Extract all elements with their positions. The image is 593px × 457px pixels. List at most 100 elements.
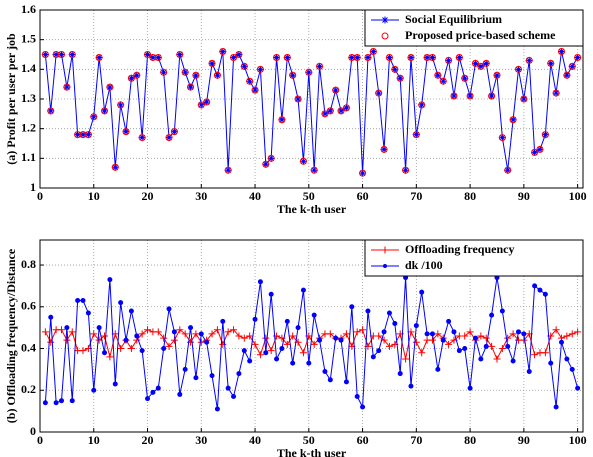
- x-axis-label: The k-th user: [277, 446, 347, 457]
- y-tick-label: 1.1: [21, 150, 36, 164]
- data-marker: [181, 68, 189, 76]
- data-marker: [68, 51, 76, 58]
- data-marker: [79, 131, 87, 139]
- series-line: [44, 277, 579, 410]
- data-marker: [117, 345, 125, 353]
- data-marker: [75, 298, 81, 304]
- data-marker: [563, 332, 571, 340]
- data-marker: [520, 95, 528, 103]
- data-marker: [349, 304, 355, 310]
- data-marker: [127, 74, 135, 82]
- data-marker: [192, 330, 200, 338]
- data-marker: [295, 325, 301, 331]
- data-marker: [305, 68, 313, 76]
- data-marker: [230, 53, 238, 61]
- data-marker: [278, 116, 286, 124]
- data-marker: [412, 131, 420, 139]
- data-marker: [537, 287, 543, 293]
- x-tick-label: 60: [357, 433, 369, 447]
- data-marker: [466, 328, 474, 336]
- data-marker: [69, 398, 75, 404]
- data-marker: [509, 116, 517, 124]
- data-marker: [306, 360, 312, 366]
- data-marker: [177, 391, 183, 397]
- data-marker: [203, 98, 211, 106]
- data-marker: [150, 389, 156, 395]
- data-marker: [165, 134, 173, 142]
- data-marker: [274, 356, 280, 362]
- data-marker: [224, 166, 232, 174]
- data-marker: [348, 53, 356, 61]
- data-marker: [133, 71, 141, 79]
- y-tick-label: 1.6: [21, 2, 36, 16]
- data-marker: [235, 332, 243, 340]
- y-tick-label: 0: [30, 424, 36, 438]
- data-marker: [219, 48, 227, 56]
- axes-frame: [39, 9, 584, 189]
- data-marker: [123, 337, 129, 343]
- data-marker: [154, 53, 162, 61]
- x-tick-label: 100: [569, 189, 587, 203]
- data-marker: [392, 320, 398, 326]
- legend-label: Proposed price-based scheme: [405, 28, 556, 42]
- data-marker: [542, 291, 548, 297]
- y-tick-label: 1.2: [21, 120, 36, 134]
- data-marker: [171, 329, 177, 335]
- data-marker: [557, 48, 565, 56]
- data-marker: [230, 326, 238, 334]
- data-marker: [181, 330, 189, 338]
- data-marker: [548, 360, 554, 366]
- data-marker: [509, 330, 517, 338]
- data-marker: [209, 373, 215, 379]
- data-marker: [90, 113, 98, 121]
- data-marker: [385, 53, 393, 61]
- data-marker: [353, 53, 361, 61]
- data-marker: [144, 51, 152, 58]
- data-marker: [262, 334, 270, 342]
- x-tick-label: 40: [249, 433, 261, 447]
- data-marker: [327, 377, 333, 383]
- data-marker: [68, 51, 76, 58]
- data-marker: [267, 347, 275, 355]
- data-marker: [289, 332, 297, 340]
- data-marker: [165, 134, 173, 142]
- data-marker: [52, 51, 60, 58]
- data-marker: [391, 65, 399, 73]
- data-marker: [360, 404, 366, 410]
- data-marker: [166, 306, 172, 312]
- data-marker: [240, 62, 248, 70]
- x-tick-label: 0: [37, 433, 43, 447]
- data-marker: [224, 166, 232, 174]
- data-marker: [477, 62, 485, 70]
- axes-frame: [39, 239, 584, 433]
- x-tick-label: 70: [410, 433, 422, 447]
- y-tick-label: 1.4: [21, 61, 36, 75]
- data-marker: [380, 145, 388, 153]
- data-marker: [246, 77, 254, 85]
- data-marker: [106, 353, 114, 361]
- data-marker: [504, 334, 512, 342]
- data-marker: [262, 160, 270, 168]
- data-marker: [563, 71, 571, 79]
- data-marker: [53, 400, 59, 406]
- data-marker: [342, 104, 350, 112]
- data-marker: [396, 74, 404, 82]
- data-marker: [461, 332, 469, 340]
- legend-box: [364, 239, 584, 277]
- data-marker: [85, 310, 91, 316]
- data-marker: [154, 328, 162, 336]
- data-marker: [47, 338, 55, 346]
- data-marker: [326, 107, 334, 115]
- data-marker: [267, 154, 275, 162]
- data-marker: [193, 375, 199, 381]
- x-tick-label: 10: [88, 433, 100, 447]
- data-marker: [493, 71, 501, 79]
- data-marker: [160, 334, 168, 342]
- data-marker: [317, 337, 323, 343]
- data-marker: [235, 51, 243, 58]
- x-tick-label: 50: [303, 433, 315, 447]
- data-marker: [42, 400, 48, 406]
- data-marker: [224, 328, 232, 336]
- data-marker: [246, 332, 254, 340]
- data-marker: [412, 338, 420, 346]
